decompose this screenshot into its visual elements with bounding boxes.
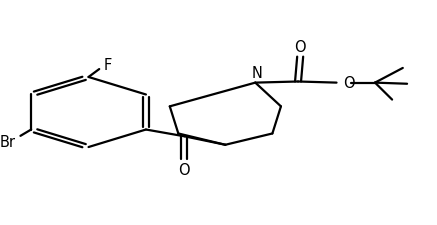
Text: F: F: [104, 58, 112, 73]
Text: Br: Br: [0, 135, 16, 150]
Text: N: N: [251, 66, 262, 81]
Text: O: O: [295, 40, 306, 55]
Text: O: O: [179, 162, 190, 177]
Text: O: O: [343, 75, 354, 90]
